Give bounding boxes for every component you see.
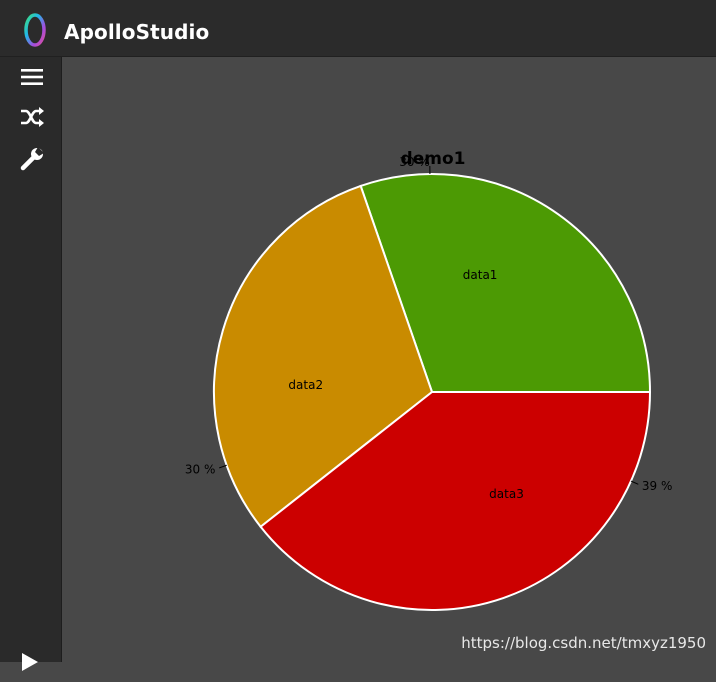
app-title: ApolloStudio: [64, 20, 209, 44]
sidebar: [0, 57, 62, 662]
slice-label-data2: data2: [288, 378, 323, 392]
percent-label-data1: 30 %: [399, 155, 430, 169]
app-logo-icon: [22, 12, 48, 48]
watermark-text: https://blog.csdn.net/tmxyz1950: [461, 634, 706, 652]
percent-label-data3: 39 %: [642, 479, 673, 493]
slice-label-data1: data1: [463, 268, 498, 282]
percent-label-data2: 30 %: [185, 462, 216, 476]
percent-leader-data3: [631, 481, 638, 484]
play-icon: [18, 649, 46, 677]
wrench-icon: [18, 145, 46, 173]
title-bar: ApolloStudio: [0, 0, 716, 57]
slice-label-data3: data3: [489, 487, 524, 501]
percent-leader-data2: [219, 465, 227, 468]
tools-button[interactable]: [18, 145, 46, 173]
shuffle-icon: [18, 103, 46, 131]
menu-button[interactable]: [18, 63, 46, 91]
menu-icon: [18, 63, 46, 91]
run-button[interactable]: [18, 649, 46, 677]
shuffle-button[interactable]: [18, 103, 46, 131]
